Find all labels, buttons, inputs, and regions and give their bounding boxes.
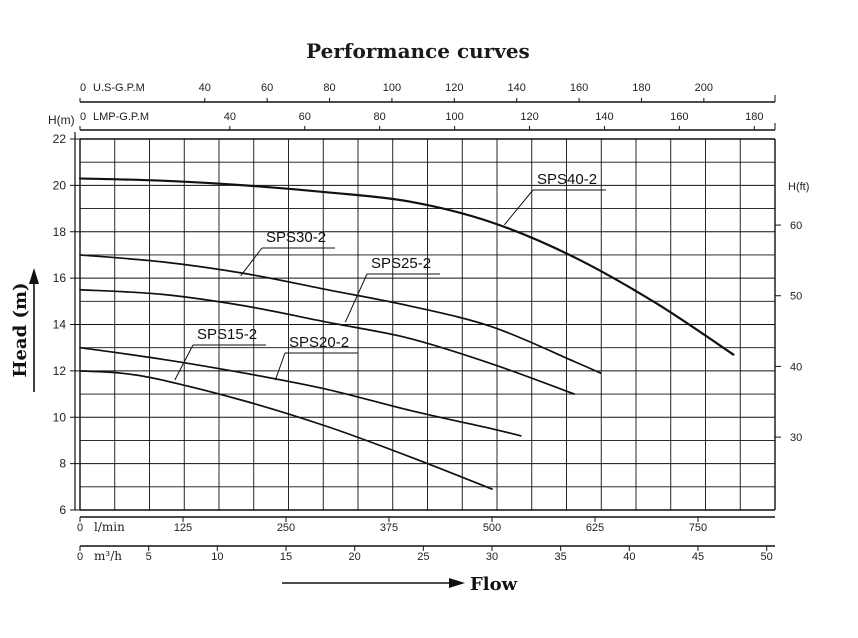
top-axis-tick-label: 80 xyxy=(374,111,386,123)
y-unit-label: H(m) xyxy=(48,113,75,127)
bottom-axis-tick-label: 45 xyxy=(692,551,704,563)
top-axis-zero: 0 xyxy=(80,82,86,94)
y-tick-label: 16 xyxy=(53,271,67,285)
top-axis-tick-label: 60 xyxy=(299,111,311,123)
y-axis-title: Head (m) xyxy=(10,282,31,377)
series-label: SPS40-2 xyxy=(537,171,597,188)
series-line-sps25-2 xyxy=(79,288,576,395)
y-tick-label: 8 xyxy=(59,457,66,471)
y-tick-label: 20 xyxy=(53,178,67,192)
top-axis-tick-label: 180 xyxy=(745,111,763,123)
top-axis-unit: U.S-G.P.M xyxy=(93,82,145,94)
bottom-axis-unit: l/min xyxy=(94,520,125,534)
bottom-axis-tick-label: 500 xyxy=(483,522,501,534)
bottom-axes: 0 l/min 125 250 375 500 625 750 0 m³/h 5 10 15 20 25 30… xyxy=(77,516,775,563)
bottom-axis-tick-label: 375 xyxy=(380,522,398,534)
bottom-axis-tick-label: 750 xyxy=(689,522,707,534)
right-tick-label: 50 xyxy=(790,291,802,303)
series-label-leader xyxy=(240,247,263,277)
right-axis: 30 40 50 60 xyxy=(775,220,802,444)
bottom-axis-zero: 0 xyxy=(77,522,83,534)
right-tick-label: 30 xyxy=(790,432,802,444)
top-axis-tick-label: 140 xyxy=(595,111,613,123)
left-axis: 6 8 10 12 14 16 18 20 22 xyxy=(53,132,80,517)
y-tick-label: 10 xyxy=(53,410,67,424)
bottom-axis-tick-label: 25 xyxy=(417,551,429,563)
top-axis-tick-label: 100 xyxy=(445,111,463,123)
series-layer: SPS40-2 SPS30-2 SPS25-2 SPS20-2 SPS15-2 xyxy=(78,171,735,490)
series-line-sps40-2 xyxy=(78,177,735,356)
top-axis-tick-label: 60 xyxy=(261,82,273,94)
series-label-leader xyxy=(174,344,194,381)
top-axes: 0 U.S-G.P.M 40 60 80 100 120 140 160 180 200 0 LMP-G… xyxy=(79,82,776,131)
top-axis-tick-label: 200 xyxy=(695,82,713,94)
series-label: SPS15-2 xyxy=(197,326,257,343)
top-axis-tick-label: 100 xyxy=(383,82,401,94)
y-tick-label: 22 xyxy=(53,132,67,146)
bottom-axis-tick-label: 30 xyxy=(486,551,498,563)
bottom-axis-tick-label: 625 xyxy=(586,522,604,534)
top-axis-tick-label: 180 xyxy=(632,82,650,94)
top-axis-tick-label: 40 xyxy=(224,111,236,123)
bottom-axis-tick-label: 20 xyxy=(349,551,361,563)
y-tick-label: 14 xyxy=(53,318,67,332)
top-axis-tick-label: 120 xyxy=(445,82,463,94)
y-tick-label: 18 xyxy=(53,225,67,239)
bottom-axis-unit: m³/h xyxy=(94,549,122,563)
y-axis-arrow-head xyxy=(29,268,39,284)
right-tick-label: 40 xyxy=(790,361,802,373)
bottom-axis-tick-label: 50 xyxy=(761,551,773,563)
top-axis-tick-label: 80 xyxy=(323,82,335,94)
series-line-sps30-2 xyxy=(79,254,602,375)
right-axis-label: H(ft) xyxy=(788,181,809,193)
bottom-axis-tick-label: 35 xyxy=(555,551,567,563)
top-axis-tick-label: 160 xyxy=(570,82,588,94)
bottom-axis-zero: 0 xyxy=(77,551,83,563)
top-axis-unit: LMP-G.P.M xyxy=(93,111,149,123)
series-label-leader xyxy=(274,352,286,381)
chart-title: Performance curves xyxy=(306,39,530,63)
bottom-axis-tick-label: 250 xyxy=(277,522,295,534)
series-label: SPS30-2 xyxy=(266,229,326,246)
bottom-axis-tick-label: 125 xyxy=(174,522,192,534)
series-line-sps15-2 xyxy=(79,370,493,490)
top-axis-tick-label: 40 xyxy=(199,82,211,94)
bottom-axis-tick-label: 10 xyxy=(211,551,223,563)
bottom-axis-tick-label: 15 xyxy=(280,551,292,563)
grid xyxy=(79,138,776,511)
series-label-leader xyxy=(344,273,368,323)
y-tick-label: 12 xyxy=(53,364,67,378)
x-axis-title: Flow xyxy=(470,574,518,595)
x-axis-arrow-head xyxy=(449,578,465,588)
top-axis-tick-label: 120 xyxy=(520,111,538,123)
bottom-axis-tick-label: 40 xyxy=(623,551,635,563)
series-line-sps20-2 xyxy=(79,346,522,437)
top-axis-tick-label: 160 xyxy=(670,111,688,123)
top-axis-zero: 0 xyxy=(80,111,86,123)
series-label-leader xyxy=(503,189,534,226)
top-axis-tick-label: 140 xyxy=(508,82,526,94)
bottom-axis-tick-label: 5 xyxy=(146,551,152,563)
right-tick-label: 60 xyxy=(790,220,802,232)
series-label: SPS25-2 xyxy=(371,255,431,272)
y-tick-label: 6 xyxy=(59,503,66,517)
series-label: SPS20-2 xyxy=(289,334,349,351)
